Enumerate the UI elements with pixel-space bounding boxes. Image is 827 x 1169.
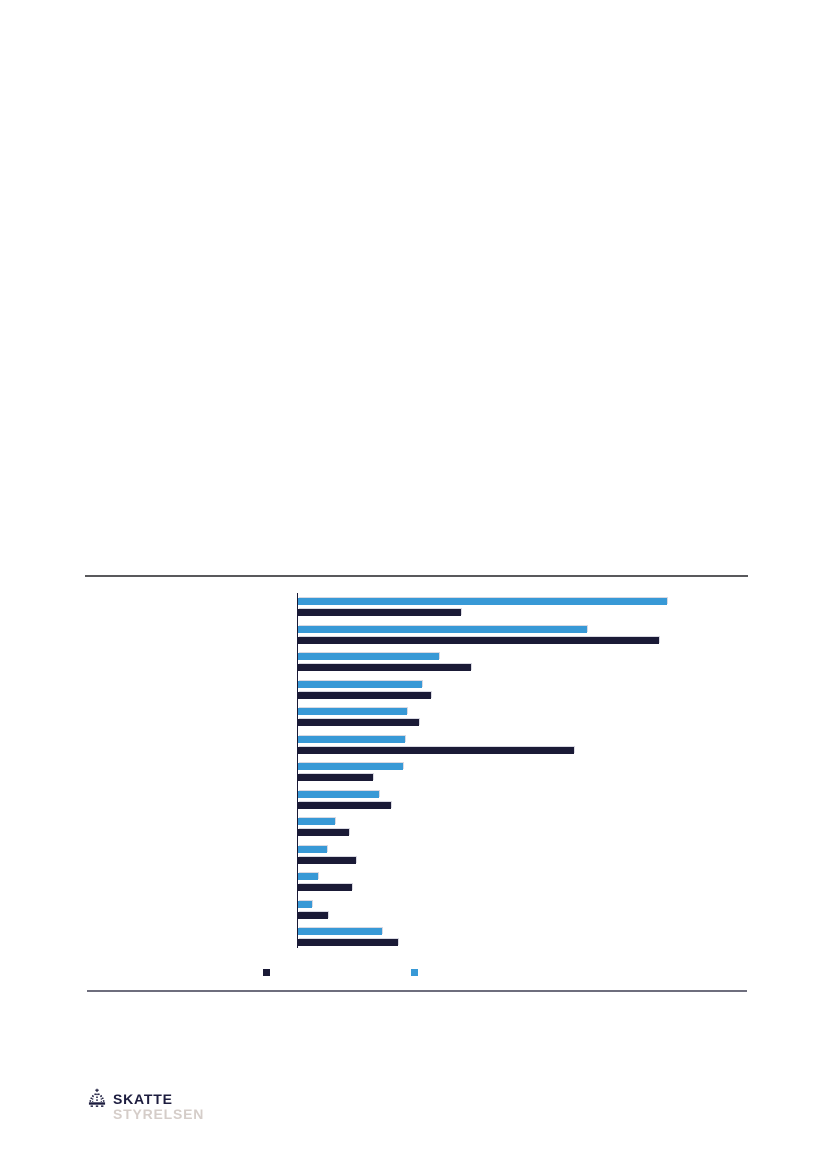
bar-dark-navy: [298, 884, 352, 891]
bar-light-blue: [298, 845, 327, 853]
bar-group: [298, 900, 717, 919]
bar-group: [298, 598, 717, 616]
bar-light-blue: [298, 763, 403, 770]
bar-group: [298, 735, 717, 754]
bar-group: [298, 653, 717, 671]
bar-dark-navy: [298, 636, 659, 644]
bar-dark-navy: [298, 774, 373, 781]
bar-light-blue: [298, 598, 667, 605]
bar-light-blue: [298, 818, 335, 825]
logo-text: SKATTE STYRELSEN: [113, 1085, 204, 1121]
bar-dark-navy: [298, 911, 328, 919]
legend-swatch-dark-navy: [263, 969, 270, 976]
bottom-divider: [87, 990, 747, 992]
logo-line-1: SKATTE: [113, 1091, 173, 1107]
bar-group: [298, 763, 717, 781]
legend-swatch-light-blue: [411, 969, 418, 976]
bar-chart-plot-area: [297, 593, 717, 948]
bar-dark-navy: [298, 691, 431, 699]
skattestyrelsen-logo: SKATTE STYRELSEN: [86, 1085, 204, 1121]
bar-dark-navy: [298, 664, 471, 671]
bar-group: [298, 845, 717, 864]
bar-dark-navy: [298, 719, 419, 726]
bar-dark-navy: [298, 801, 391, 809]
bar-light-blue: [298, 873, 318, 880]
bar-group: [298, 625, 717, 644]
bar-dark-navy: [298, 746, 574, 754]
crown-icon: [88, 1088, 106, 1107]
bar-dark-navy: [298, 856, 356, 864]
bar-light-blue: [298, 928, 382, 935]
bar-group: [298, 873, 717, 891]
bar-light-blue: [298, 708, 407, 715]
bar-dark-navy: [298, 829, 349, 836]
bar-group: [298, 818, 717, 836]
bar-group: [298, 708, 717, 726]
bar-light-blue: [298, 653, 439, 660]
bar-group: [298, 790, 717, 809]
bar-group: [298, 928, 717, 946]
bar-group: [298, 680, 717, 699]
bar-light-blue: [298, 680, 422, 688]
bar-dark-navy: [298, 939, 398, 946]
bar-light-blue: [298, 790, 379, 798]
bar-light-blue: [298, 735, 405, 743]
top-divider: [85, 575, 748, 577]
bar-dark-navy: [298, 609, 461, 616]
logo-line-2: STYRELSEN: [113, 1106, 205, 1122]
bar-light-blue: [298, 625, 587, 633]
bar-light-blue: [298, 900, 312, 908]
